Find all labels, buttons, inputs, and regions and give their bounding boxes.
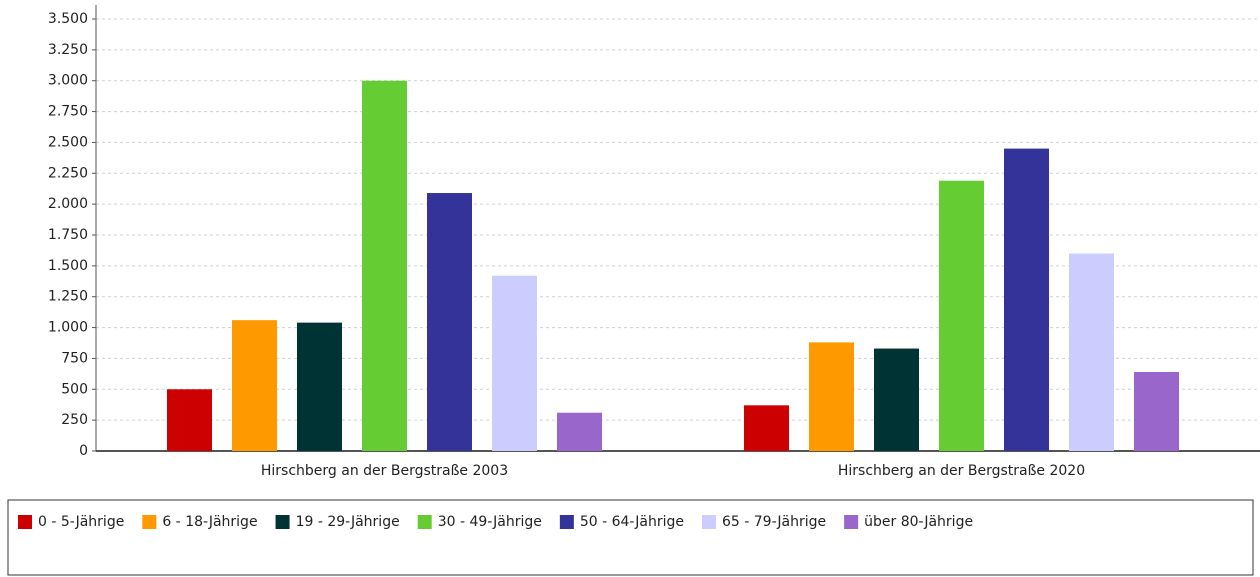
bar (492, 275, 537, 451)
bar (874, 348, 919, 451)
bar (1004, 148, 1049, 451)
y-tick-label: 2.750 (48, 104, 88, 120)
legend-label: 6 - 18-Jährige (162, 514, 257, 530)
legend-box (7, 499, 1254, 576)
y-tick-label: 1.250 (48, 289, 88, 305)
x-tick-label: Hirschberg an der Bergstraße 2003 (261, 463, 508, 479)
y-tick-label: 3.250 (48, 42, 88, 58)
y-tick-label: 3.000 (48, 73, 88, 89)
legend-label: 0 - 5-Jährige (38, 514, 124, 530)
legend-label: 30 - 49-Jährige (438, 514, 542, 530)
bar (1134, 372, 1179, 451)
bar (362, 80, 407, 451)
legend-swatch (417, 515, 432, 529)
legend-swatch (275, 515, 290, 529)
bar (939, 180, 984, 452)
y-tick-label: 2.500 (48, 134, 88, 150)
bar (557, 412, 602, 451)
legend-swatch (701, 515, 716, 529)
bar (167, 389, 212, 451)
y-tick-label: 500 (61, 381, 88, 397)
legend-swatch (142, 515, 157, 529)
bar (809, 342, 854, 451)
legend-swatch (18, 515, 32, 529)
y-tick-label: 2.000 (48, 196, 88, 212)
x-tick-label: Hirschberg an der Bergstraße 2020 (838, 463, 1085, 479)
y-tick-label: 0 (79, 443, 88, 459)
bar (744, 405, 789, 451)
legend-swatch (559, 515, 574, 529)
y-tick-label: 1.500 (48, 258, 88, 274)
bar (1069, 253, 1114, 451)
y-tick-label: 2.250 (48, 165, 88, 181)
legend-label: über 80-Jährige (864, 514, 973, 530)
bar (232, 320, 277, 451)
bar (297, 322, 342, 451)
legend-swatch (844, 515, 859, 529)
y-tick-label: 1.750 (48, 227, 88, 243)
y-tick-label: 750 (61, 350, 88, 366)
y-tick-label: 3.500 (48, 11, 88, 27)
bar (427, 193, 472, 451)
legend-label: 19 - 29-Jährige (296, 514, 400, 530)
legend-label: 50 - 64-Jährige (580, 514, 684, 530)
y-tick-label: 250 (61, 412, 88, 428)
y-tick-label: 1.000 (48, 320, 88, 336)
legend-label: 65 - 79-Jährige (722, 514, 826, 530)
